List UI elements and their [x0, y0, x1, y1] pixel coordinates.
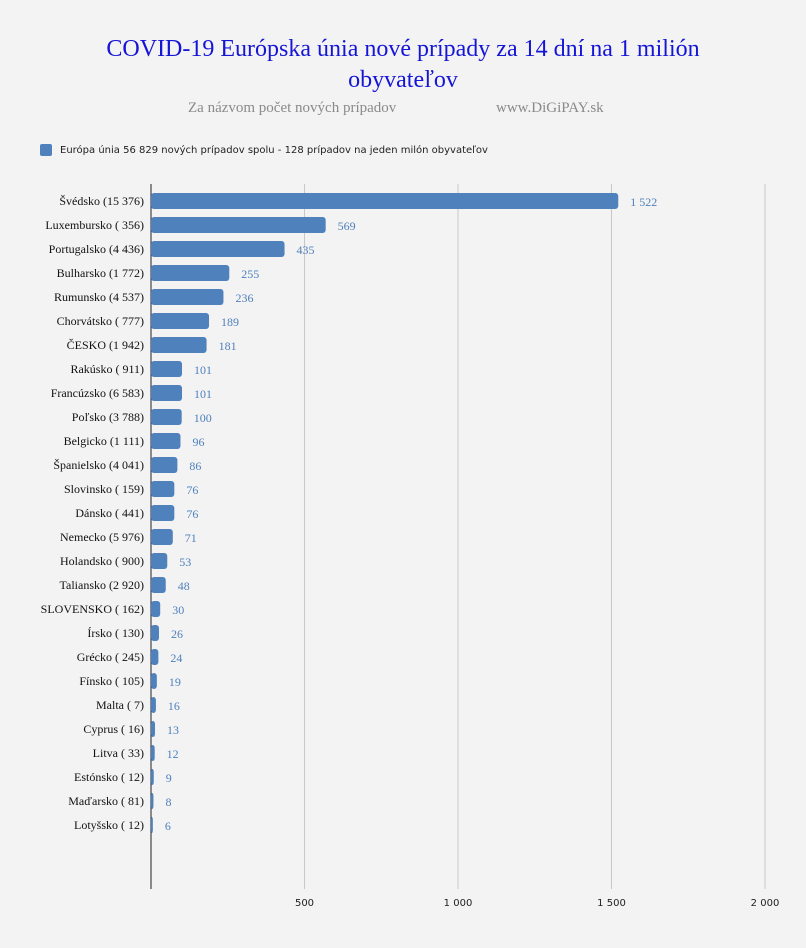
category-label: Slovinsko ( 159)	[64, 482, 144, 496]
data-label: 101	[194, 387, 212, 401]
chart-title: COVID-19 Európska únia nové prípady za 1…	[0, 34, 806, 96]
category-label: Írsko ( 130)	[87, 626, 144, 640]
data-label: 16	[168, 699, 180, 713]
category-label: Luxembursko ( 356)	[45, 218, 144, 232]
bar	[151, 433, 181, 449]
bar	[151, 673, 157, 689]
category-label: Estónsko ( 12)	[74, 770, 144, 784]
bar	[151, 697, 156, 713]
bar	[151, 793, 154, 809]
bar	[151, 601, 161, 617]
category-label: Dánsko ( 441)	[75, 506, 144, 520]
bar	[151, 409, 182, 425]
bar	[151, 529, 173, 545]
category-label: Holandsko ( 900)	[60, 554, 144, 568]
data-label: 435	[297, 243, 315, 257]
data-label: 30	[172, 603, 184, 617]
category-label: Rumunsko (4 537)	[54, 290, 144, 304]
category-label: SLOVENSKO ( 162)	[41, 602, 144, 616]
data-label: 24	[170, 651, 182, 665]
category-label: Portugalsko (4 436)	[49, 242, 144, 256]
data-label: 189	[221, 315, 239, 329]
category-label: Španielsko (4 041)	[53, 458, 144, 472]
bar	[151, 769, 154, 785]
category-label: Švédsko (15 376)	[59, 194, 144, 208]
data-label: 100	[194, 411, 212, 425]
category-label: Nemecko (5 976)	[60, 530, 144, 544]
category-label: Belgicko (1 111)	[64, 434, 144, 448]
bar	[151, 289, 224, 305]
data-label: 9	[166, 771, 172, 785]
chart-subtitle: Za názvom počet nových prípadov	[188, 100, 397, 116]
category-label: Poľsko (3 788)	[72, 410, 144, 424]
bar	[151, 193, 619, 209]
data-label: 101	[194, 363, 212, 377]
chart-title-line-2: obyvateľov	[348, 67, 458, 93]
bar	[151, 361, 183, 377]
bar	[151, 217, 326, 233]
category-label: Bulharsko (1 772)	[57, 266, 144, 280]
data-label: 76	[186, 507, 198, 521]
data-label: 236	[235, 291, 253, 305]
category-label: Taliansko (2 920)	[60, 578, 144, 592]
data-label: 96	[192, 435, 204, 449]
data-label: 1 522	[630, 195, 657, 209]
data-label: 181	[219, 339, 237, 353]
category-label: Cyprus ( 16)	[83, 722, 144, 736]
data-label: 8	[165, 795, 171, 809]
data-label: 19	[169, 675, 181, 689]
bar	[151, 817, 153, 833]
x-tick-label: 500	[295, 898, 314, 909]
data-label: 12	[167, 747, 179, 761]
category-label: Francúzsko (6 583)	[51, 386, 144, 400]
category-label: Rakúsko ( 911)	[70, 362, 144, 376]
category-label: Lotyšsko ( 12)	[74, 818, 144, 832]
category-label: Fínsko ( 105)	[79, 674, 144, 688]
x-tick-label: 2 000	[751, 898, 780, 909]
x-tick-label: 1 500	[597, 898, 626, 909]
bar	[151, 649, 159, 665]
bar	[151, 241, 285, 257]
category-label: Litva ( 33)	[93, 746, 144, 760]
data-label: 71	[185, 531, 197, 545]
data-label: 26	[171, 627, 183, 641]
category-label: Chorvátsko ( 777)	[57, 314, 144, 328]
data-label: 48	[178, 579, 190, 593]
data-label: 6	[165, 819, 171, 833]
legend: Európa únia 56 829 nových prípadov spolu…	[40, 144, 488, 156]
chart-title-line-1: COVID-19 Európska únia nové prípady za 1…	[106, 36, 700, 62]
data-label: 53	[179, 555, 191, 569]
bar	[151, 577, 166, 593]
category-label: Grécko ( 245)	[77, 650, 144, 664]
bar	[151, 481, 175, 497]
bar	[151, 553, 168, 569]
bar	[151, 313, 210, 329]
bar	[151, 457, 178, 473]
category-label: Maďarsko ( 81)	[68, 794, 144, 808]
bar	[151, 265, 230, 281]
bar	[151, 721, 155, 737]
legend-label: Európa únia 56 829 nových prípadov spolu…	[60, 144, 488, 156]
bar	[151, 385, 183, 401]
bar	[151, 337, 207, 353]
data-label: 76	[186, 483, 198, 497]
source-credit: www.DiGiPAY.sk	[496, 100, 604, 116]
data-label: 255	[241, 267, 259, 281]
bar	[151, 505, 175, 521]
legend-swatch	[40, 144, 52, 156]
category-label: ČESKO (1 942)	[67, 338, 144, 352]
data-label: 13	[167, 723, 179, 737]
bar	[151, 625, 159, 641]
bar	[151, 745, 155, 761]
x-tick-label: 1 000	[444, 898, 473, 909]
data-label: 569	[338, 219, 356, 233]
category-label: Malta ( 7)	[96, 698, 144, 712]
data-label: 86	[189, 459, 201, 473]
